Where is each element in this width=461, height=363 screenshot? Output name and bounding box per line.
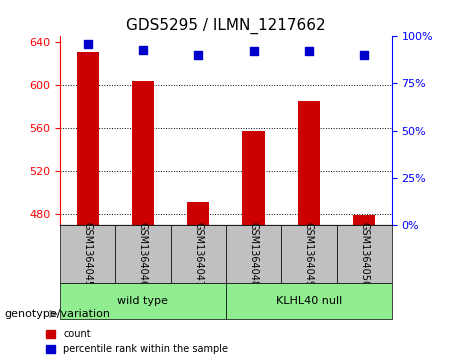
FancyBboxPatch shape bbox=[337, 225, 392, 283]
FancyBboxPatch shape bbox=[226, 283, 392, 319]
Text: genotype/variation: genotype/variation bbox=[5, 309, 111, 319]
Text: wild type: wild type bbox=[118, 296, 168, 306]
Text: GSM1364045: GSM1364045 bbox=[83, 221, 93, 287]
Bar bbox=[242, 131, 265, 225]
FancyBboxPatch shape bbox=[60, 225, 115, 283]
Point bbox=[139, 46, 147, 52]
FancyBboxPatch shape bbox=[171, 225, 226, 283]
Text: GSM1364048: GSM1364048 bbox=[248, 221, 259, 287]
Text: KLHL40 null: KLHL40 null bbox=[276, 296, 342, 306]
Bar bbox=[298, 101, 320, 225]
Point bbox=[305, 49, 313, 54]
Text: GSM1364047: GSM1364047 bbox=[193, 221, 203, 287]
Legend: count, percentile rank within the sample: count, percentile rank within the sample bbox=[42, 326, 232, 358]
Text: GSM1364046: GSM1364046 bbox=[138, 221, 148, 287]
FancyBboxPatch shape bbox=[60, 283, 226, 319]
Text: GSM1364050: GSM1364050 bbox=[359, 221, 369, 287]
Bar bbox=[353, 215, 375, 225]
FancyBboxPatch shape bbox=[226, 225, 281, 283]
FancyBboxPatch shape bbox=[115, 225, 171, 283]
Point bbox=[250, 49, 257, 54]
Point bbox=[195, 52, 202, 58]
Title: GDS5295 / ILMN_1217662: GDS5295 / ILMN_1217662 bbox=[126, 17, 326, 33]
Bar bbox=[132, 81, 154, 225]
Text: GSM1364049: GSM1364049 bbox=[304, 221, 314, 287]
FancyBboxPatch shape bbox=[281, 225, 337, 283]
Point bbox=[361, 52, 368, 58]
Bar bbox=[77, 53, 99, 225]
Bar bbox=[187, 203, 209, 225]
Point bbox=[84, 41, 91, 47]
